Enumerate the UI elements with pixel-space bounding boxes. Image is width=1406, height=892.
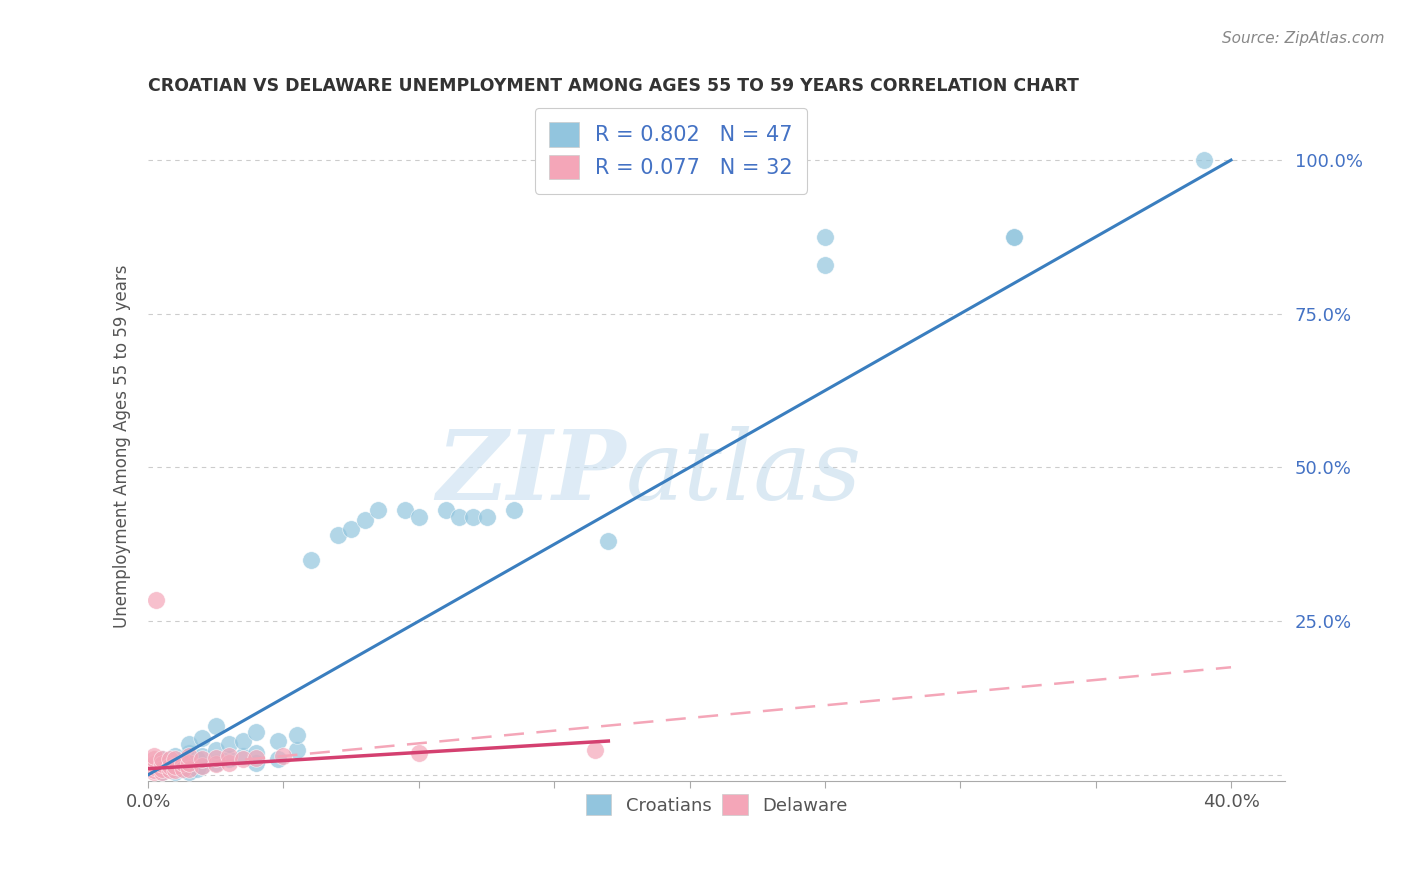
Point — [150, 764, 173, 779]
Point — [142, 764, 165, 779]
Point — [186, 762, 208, 776]
Point — [150, 762, 173, 776]
Point — [232, 752, 254, 766]
Point — [150, 762, 173, 776]
Point — [191, 752, 214, 766]
Point — [165, 752, 187, 766]
Point — [326, 528, 349, 542]
Point — [165, 764, 187, 779]
Point — [434, 503, 457, 517]
Text: Source: ZipAtlas.com: Source: ZipAtlas.com — [1222, 31, 1385, 46]
Point — [177, 747, 200, 761]
Point — [218, 752, 240, 766]
Point — [408, 509, 430, 524]
Point — [150, 756, 173, 770]
Point — [1002, 230, 1025, 244]
Legend: Croatians, Delaware: Croatians, Delaware — [579, 787, 855, 822]
Point — [1002, 230, 1025, 244]
Point — [814, 258, 837, 272]
Point — [475, 509, 498, 524]
Point — [232, 749, 254, 764]
Point — [159, 758, 181, 772]
Point — [150, 758, 173, 772]
Point — [340, 522, 363, 536]
Point — [142, 763, 165, 777]
Point — [177, 762, 200, 776]
Point — [267, 734, 290, 748]
Point — [245, 750, 267, 764]
Point — [191, 758, 214, 772]
Point — [142, 756, 165, 771]
Point — [145, 592, 167, 607]
Point — [408, 747, 430, 761]
Point — [142, 749, 165, 764]
Point — [218, 756, 240, 770]
Point — [285, 728, 308, 742]
Point — [367, 503, 389, 517]
Point — [204, 756, 226, 770]
Point — [165, 758, 187, 772]
Point — [267, 752, 290, 766]
Point — [218, 737, 240, 751]
Point — [245, 747, 267, 761]
Point — [299, 552, 322, 566]
Point — [461, 509, 484, 524]
Point — [150, 752, 173, 766]
Point — [177, 756, 200, 770]
Point — [177, 749, 200, 764]
Point — [191, 749, 214, 764]
Point — [165, 758, 187, 772]
Text: atlas: atlas — [626, 425, 862, 520]
Point — [449, 509, 471, 524]
Point — [172, 762, 194, 776]
Point — [502, 503, 524, 517]
Point — [142, 752, 165, 766]
Point — [204, 756, 226, 771]
Point — [583, 743, 606, 757]
Text: ZIP: ZIP — [436, 425, 626, 520]
Point — [814, 230, 837, 244]
Point — [204, 750, 226, 764]
Point — [232, 734, 254, 748]
Point — [150, 752, 173, 766]
Point — [598, 534, 620, 549]
Point — [159, 763, 181, 777]
Point — [1192, 153, 1215, 167]
Point — [245, 756, 267, 770]
Point — [172, 756, 194, 770]
Point — [142, 760, 165, 774]
Point — [177, 756, 200, 770]
Point — [165, 749, 187, 764]
Point — [273, 749, 295, 764]
Y-axis label: Unemployment Among Ages 55 to 59 years: Unemployment Among Ages 55 to 59 years — [114, 264, 131, 628]
Point — [204, 743, 226, 757]
Point — [204, 719, 226, 733]
Point — [169, 762, 191, 776]
Point — [150, 764, 173, 779]
Text: CROATIAN VS DELAWARE UNEMPLOYMENT AMONG AGES 55 TO 59 YEARS CORRELATION CHART: CROATIAN VS DELAWARE UNEMPLOYMENT AMONG … — [148, 78, 1078, 95]
Point — [191, 758, 214, 772]
Point — [177, 764, 200, 779]
Point — [186, 752, 208, 766]
Point — [394, 503, 416, 517]
Point — [285, 743, 308, 757]
Point — [353, 513, 375, 527]
Point — [191, 731, 214, 745]
Point — [245, 724, 267, 739]
Point — [159, 752, 181, 766]
Point — [218, 749, 240, 764]
Point — [165, 763, 187, 777]
Point — [177, 737, 200, 751]
Point — [150, 756, 173, 771]
